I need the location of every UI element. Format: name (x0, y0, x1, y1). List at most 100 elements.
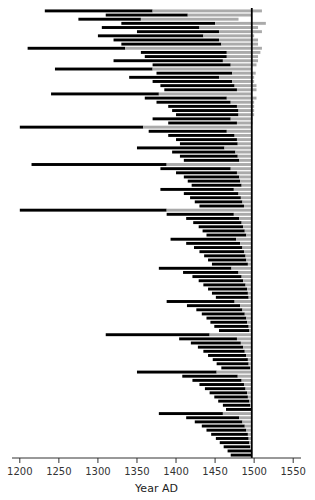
range-bar (216, 437, 249, 440)
range-bar (243, 225, 252, 228)
range-bar (235, 84, 257, 87)
chart: 12001250130013501400145015001550Year AD (0, 0, 315, 500)
range-bar (208, 259, 246, 262)
range-bar (240, 304, 252, 307)
range-bar (188, 180, 240, 183)
range-bar (172, 109, 238, 112)
range-bar (20, 126, 143, 129)
range-bar (241, 196, 252, 199)
range-bar (192, 379, 241, 382)
range-bar (106, 14, 188, 17)
range-bar (224, 146, 251, 149)
x-tick-label: 1500 (241, 466, 266, 477)
range-bar (242, 308, 251, 311)
range-bar (242, 200, 251, 203)
range-bar (199, 225, 244, 228)
range-bar (196, 308, 242, 311)
range-bar (223, 59, 258, 62)
range-bar (193, 221, 241, 224)
x-tick-label: 1350 (124, 466, 149, 477)
range-bar (168, 134, 234, 137)
range-bar (180, 155, 238, 158)
range-bar (231, 117, 253, 120)
range-bar (206, 429, 246, 432)
range-bar (198, 346, 243, 349)
range-bar (51, 92, 159, 95)
range-bar (184, 176, 239, 179)
range-bar (219, 30, 262, 33)
range-bar (182, 375, 237, 378)
range-bar (218, 400, 249, 403)
range-bar (160, 167, 230, 170)
range-bar (168, 105, 237, 108)
range-bar (242, 275, 252, 278)
range-bar (114, 39, 219, 42)
range-bar (211, 433, 248, 436)
range-bar (145, 97, 227, 100)
range-bar (176, 171, 237, 174)
range-bar (210, 391, 247, 394)
range-bar (153, 117, 231, 120)
range-bar (210, 333, 252, 336)
x-tick (215, 458, 216, 463)
range-bar (217, 362, 249, 365)
range-bar (145, 55, 227, 58)
range-bar (78, 18, 140, 21)
range-bar (186, 242, 240, 245)
range-bar (121, 43, 221, 46)
range-bar (245, 229, 252, 232)
x-tick-label: 1300 (85, 466, 110, 477)
range-bar (186, 217, 239, 220)
range-bar (239, 271, 252, 274)
range-bar (219, 76, 254, 79)
range-bar (180, 142, 238, 145)
range-bar (212, 292, 248, 295)
range-bar (199, 250, 244, 253)
range-bar (244, 383, 252, 386)
range-bar (227, 51, 261, 54)
range-bar (220, 441, 250, 444)
range-bar (203, 229, 245, 232)
range-bar (203, 34, 254, 37)
range-bar (239, 217, 251, 220)
range-bar (143, 126, 252, 129)
range-bar (202, 312, 245, 315)
range-bar (153, 80, 233, 83)
range-bar (214, 396, 248, 399)
range-bar (240, 242, 252, 245)
range-bar (242, 221, 252, 224)
range-bar (137, 30, 219, 33)
reference-line (251, 8, 253, 458)
range-bar (231, 454, 252, 457)
range-bar (235, 300, 252, 303)
range-bar (176, 113, 238, 116)
range-bar (246, 387, 252, 390)
range-bar (245, 350, 252, 353)
range-bar (98, 34, 203, 37)
range-bar (199, 279, 244, 282)
range-bar (206, 234, 246, 237)
range-bar (172, 151, 235, 154)
range-bar (244, 205, 252, 208)
range-bar (239, 416, 251, 419)
range-bar (184, 192, 239, 195)
range-bar (237, 337, 252, 340)
range-bar (125, 47, 262, 50)
range-bar (160, 188, 233, 191)
range-bar (195, 420, 243, 423)
range-bar (244, 250, 252, 253)
range-bar (232, 80, 254, 83)
range-bar (141, 51, 227, 54)
range-bar (234, 188, 252, 191)
range-bar (213, 358, 248, 361)
x-tick (58, 458, 59, 463)
range-bar (184, 159, 239, 162)
range-bar (246, 283, 252, 286)
range-bar (190, 196, 241, 199)
range-bar (167, 163, 252, 166)
range-bar (246, 254, 252, 257)
range-bar (205, 387, 246, 390)
range-bar (183, 271, 238, 274)
range-bar (171, 238, 237, 241)
range-bar (157, 101, 231, 104)
